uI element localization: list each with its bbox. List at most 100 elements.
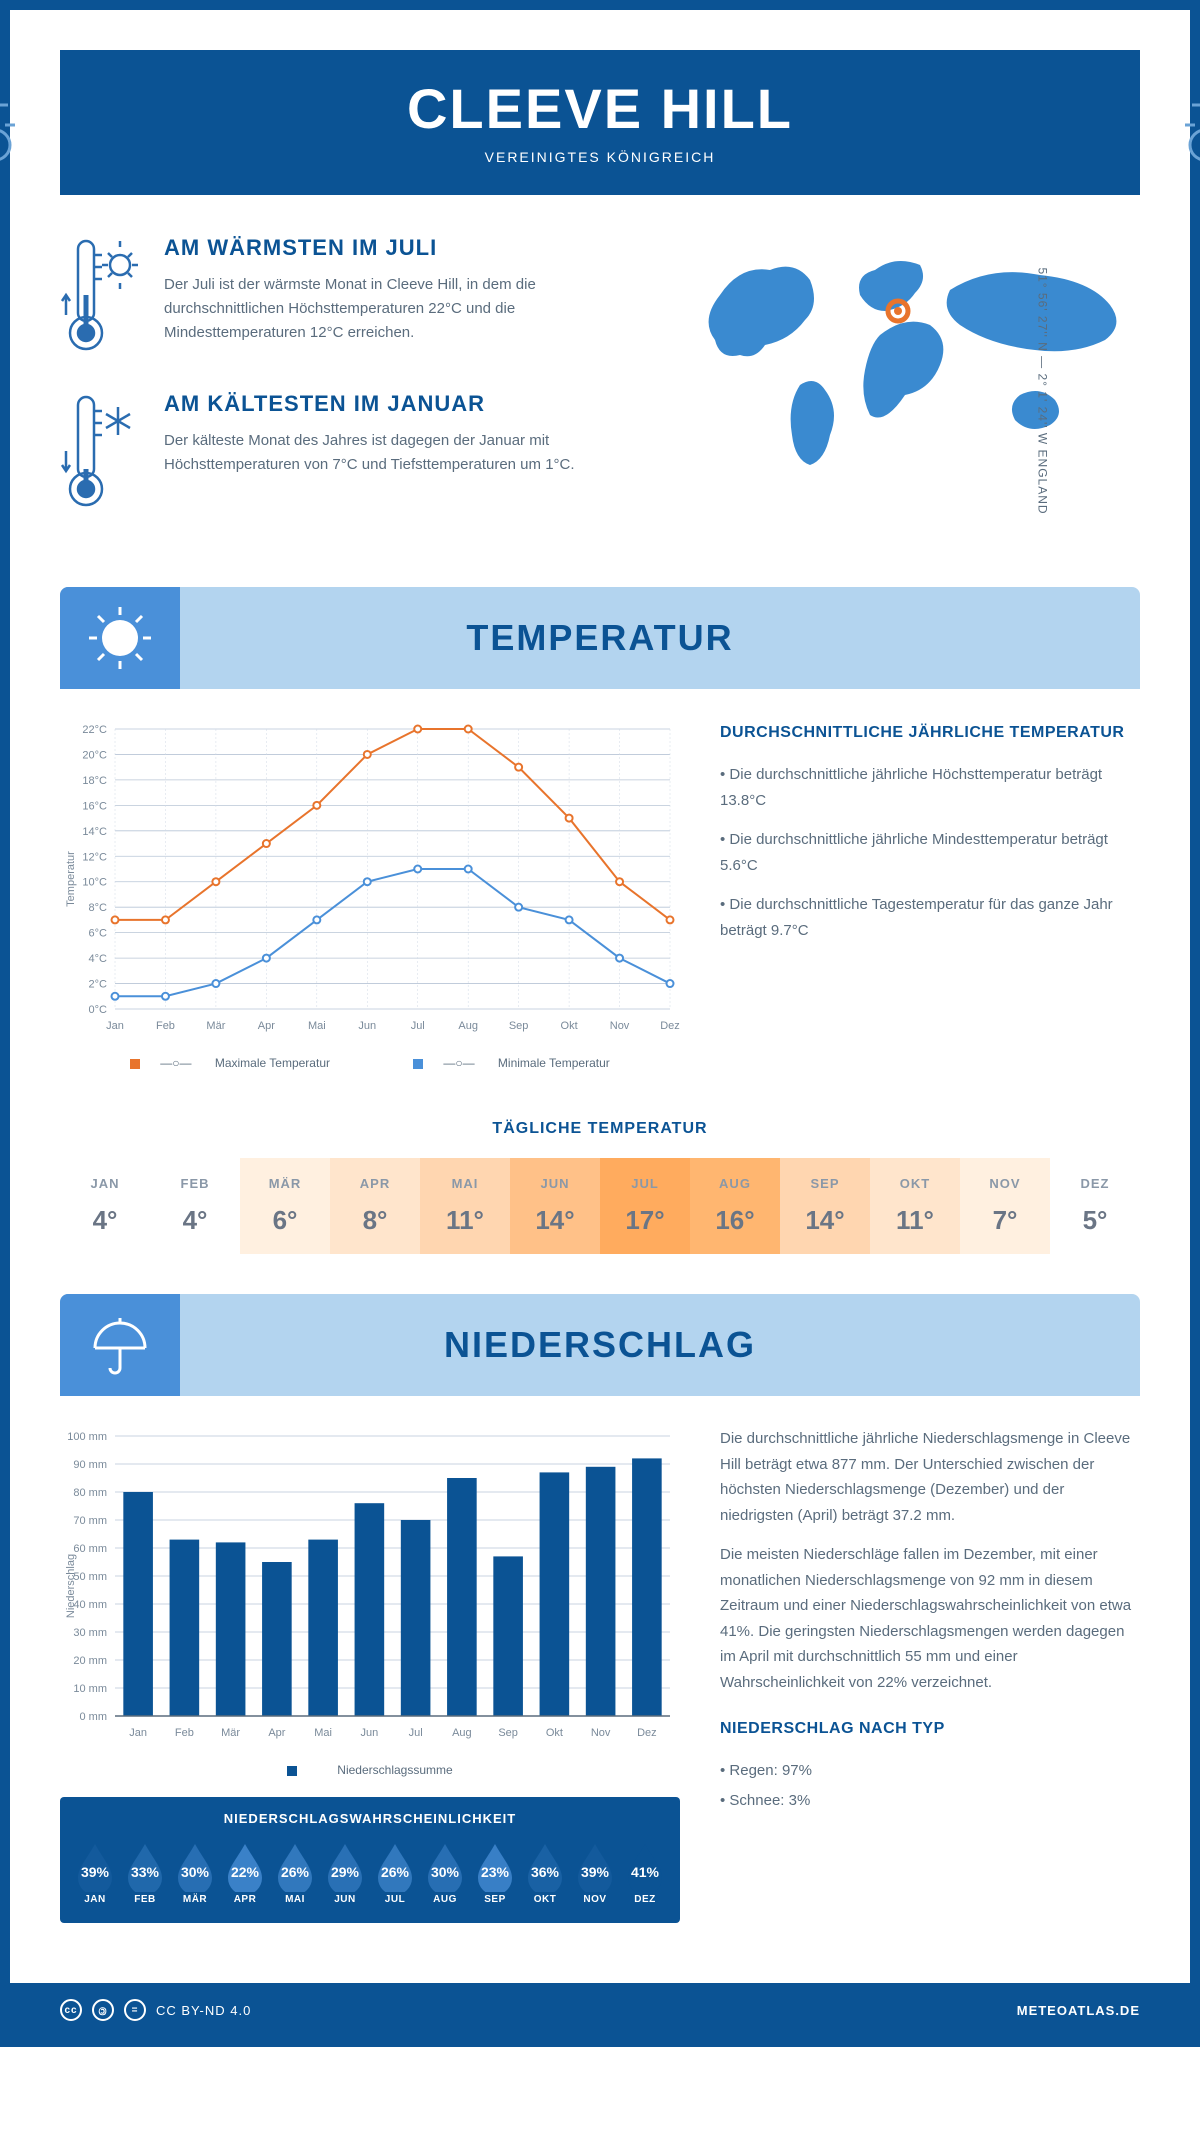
temp-bullet: • Die durchschnittliche jährliche Mindes… — [720, 827, 1140, 878]
svg-text:20°C: 20°C — [82, 749, 107, 761]
probability-drop: 26%JUL — [374, 1840, 416, 1905]
svg-text:Nov: Nov — [610, 1020, 630, 1032]
svg-text:Feb: Feb — [156, 1020, 175, 1032]
wind-icon — [1160, 80, 1200, 170]
svg-text:8°C: 8°C — [89, 902, 108, 914]
svg-text:50 mm: 50 mm — [73, 1571, 107, 1583]
probability-drop: 33%FEB — [124, 1840, 166, 1905]
svg-text:16°C: 16°C — [82, 800, 107, 812]
svg-text:0 mm: 0 mm — [80, 1711, 108, 1723]
svg-text:Dez: Dez — [660, 1020, 680, 1032]
probability-drop: 39%NOV — [574, 1840, 616, 1905]
coldest-title: AM KÄLTESTEN IM JANUAR — [164, 391, 650, 417]
svg-text:Jan: Jan — [106, 1020, 124, 1032]
thermometer-snow-icon — [60, 391, 140, 511]
probability-drop: 41%DEZ — [624, 1840, 666, 1905]
precipitation-heading: NIEDERSCHLAG — [60, 1324, 1140, 1366]
svg-text:Niederschlag: Niederschlag — [65, 1554, 77, 1618]
svg-text:Nov: Nov — [591, 1727, 611, 1739]
temp-bullet: • Die durchschnittliche jährliche Höchst… — [720, 762, 1140, 813]
precip-type-bullet: • Regen: 97% — [720, 1758, 1140, 1784]
daily-cell: JAN4° — [60, 1158, 150, 1254]
daily-cell: NOV7° — [960, 1158, 1050, 1254]
svg-text:Aug: Aug — [452, 1727, 472, 1739]
brand-text: METEOATLAS.DE — [1017, 2003, 1140, 2018]
precipitation-banner: NIEDERSCHLAG — [60, 1294, 1140, 1396]
probability-drop: 30%MÄR — [174, 1840, 216, 1905]
probability-panel: NIEDERSCHLAGSWAHRSCHEINLICHKEIT 39%JAN33… — [60, 1797, 680, 1923]
nd-icon: = — [124, 1999, 146, 2021]
svg-text:0°C: 0°C — [89, 1004, 108, 1016]
svg-text:80 mm: 80 mm — [73, 1487, 107, 1499]
warmest-title: AM WÄRMSTEN IM JULI — [164, 235, 650, 261]
probability-drop: 29%JUN — [324, 1840, 366, 1905]
daily-temp-title: TÄGLICHE TEMPERATUR — [10, 1120, 1190, 1138]
svg-text:Sep: Sep — [509, 1020, 529, 1032]
temperature-heading: TEMPERATUR — [60, 617, 1140, 659]
svg-text:6°C: 6°C — [89, 928, 108, 940]
probability-drop: 26%MAI — [274, 1840, 316, 1905]
svg-text:22°C: 22°C — [82, 724, 107, 736]
daily-cell: APR8° — [330, 1158, 420, 1254]
svg-text:Mai: Mai — [308, 1020, 326, 1032]
svg-text:70 mm: 70 mm — [73, 1515, 107, 1527]
temperature-legend: —○— Maximale Temperatur —○— Minimale Tem… — [60, 1056, 680, 1070]
daily-cell: OKT11° — [870, 1158, 960, 1254]
svg-text:20 mm: 20 mm — [73, 1655, 107, 1667]
warmest-block: AM WÄRMSTEN IM JULI Der Juli ist der wär… — [60, 235, 650, 355]
svg-text:Apr: Apr — [268, 1727, 285, 1739]
wind-icon — [0, 80, 40, 170]
svg-text:Jul: Jul — [409, 1727, 423, 1739]
daily-cell: FEB4° — [150, 1158, 240, 1254]
sun-icon — [60, 587, 180, 689]
daily-cell: SEP14° — [780, 1158, 870, 1254]
world-map: 51° 56' 27'' N — 2° 1' 24'' W ENGLAND — [680, 235, 1140, 547]
svg-text:Okt: Okt — [561, 1020, 578, 1032]
svg-text:Apr: Apr — [258, 1020, 275, 1032]
probability-drop: 36%OKT — [524, 1840, 566, 1905]
daily-cell: MÄR6° — [240, 1158, 330, 1254]
svg-text:4°C: 4°C — [89, 953, 108, 965]
coldest-block: AM KÄLTESTEN IM JANUAR Der kälteste Mona… — [60, 391, 650, 511]
probability-drop: 30%AUG — [424, 1840, 466, 1905]
svg-text:Jul: Jul — [411, 1020, 425, 1032]
license-text: CC BY-ND 4.0 — [156, 2003, 251, 2018]
precipitation-legend: Niederschlagssumme — [60, 1763, 680, 1777]
precip-type-bullet: • Schnee: 3% — [720, 1788, 1140, 1814]
svg-text:Aug: Aug — [458, 1020, 478, 1032]
temperature-banner: TEMPERATUR — [60, 587, 1140, 689]
svg-text:100 mm: 100 mm — [67, 1431, 107, 1443]
svg-text:Temperatur: Temperatur — [65, 851, 77, 907]
avg-temp-title: DURCHSCHNITTLICHE JÄHRLICHE TEMPERATUR — [720, 719, 1140, 746]
cc-icon: cc — [60, 1999, 82, 2021]
probability-drop: 39%JAN — [74, 1840, 116, 1905]
svg-text:18°C: 18°C — [82, 775, 107, 787]
daily-cell: DEZ5° — [1050, 1158, 1140, 1254]
svg-text:Jan: Jan — [129, 1727, 147, 1739]
svg-text:12°C: 12°C — [82, 851, 107, 863]
temperature-line-chart: 0°C2°C4°C6°C8°C10°C12°C14°C16°C18°C20°C2… — [60, 719, 680, 1039]
svg-text:Dez: Dez — [637, 1727, 657, 1739]
page-title: CLEEVE HILL — [60, 76, 1140, 141]
svg-text:Mär: Mär — [206, 1020, 225, 1032]
daily-cell: AUG16° — [690, 1158, 780, 1254]
page-footer: cc 🄯 = CC BY-ND 4.0 METEOATLAS.DE — [10, 1983, 1190, 2037]
by-icon: 🄯 — [92, 1999, 114, 2021]
svg-text:Sep: Sep — [498, 1727, 518, 1739]
daily-cell: MAI11° — [420, 1158, 510, 1254]
svg-text:40 mm: 40 mm — [73, 1599, 107, 1611]
svg-text:30 mm: 30 mm — [73, 1627, 107, 1639]
probability-drop: 22%APR — [224, 1840, 266, 1905]
daily-cell: JUN14° — [510, 1158, 600, 1254]
probability-title: NIEDERSCHLAGSWAHRSCHEINLICHKEIT — [70, 1811, 670, 1826]
svg-text:60 mm: 60 mm — [73, 1543, 107, 1555]
precip-type-title: NIEDERSCHLAG NACH TYP — [720, 1715, 1140, 1742]
svg-text:10 mm: 10 mm — [73, 1683, 107, 1695]
warmest-text: Der Juli ist der wärmste Monat in Cleeve… — [164, 273, 650, 345]
temp-bullet: • Die durchschnittliche Tagestemperatur … — [720, 892, 1140, 943]
daily-temp-table: JAN4°FEB4°MÄR6°APR8°MAI11°JUN14°JUL17°AU… — [60, 1158, 1140, 1254]
precipitation-bar-chart: 0 mm 10 mm 20 mm 30 mm 40 mm 50 mm 60 mm 70 mm 8… — [60, 1426, 680, 1746]
coordinates: 51° 56' 27'' N — 2° 1' 24'' W ENGLAND — [1035, 267, 1049, 514]
page-subtitle: VEREINIGTES KÖNIGREICH — [60, 149, 1140, 165]
svg-text:Mai: Mai — [314, 1727, 332, 1739]
